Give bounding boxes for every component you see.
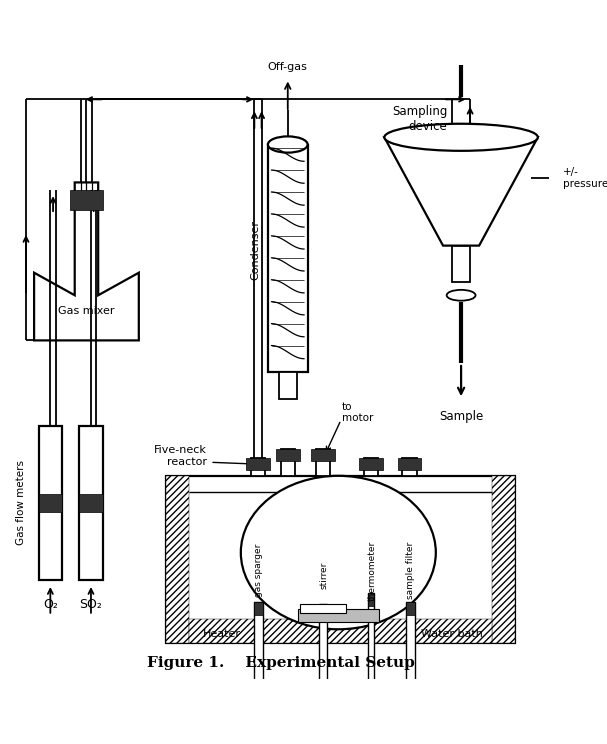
Text: Five-neck
reactor: Five-neck reactor bbox=[154, 445, 206, 466]
Text: +/-
pressure: +/- pressure bbox=[563, 167, 607, 189]
Polygon shape bbox=[384, 138, 538, 246]
Bar bbox=[359, 458, 382, 470]
Bar bbox=[276, 449, 299, 461]
Bar bbox=[452, 246, 470, 282]
Bar bbox=[70, 190, 103, 210]
Ellipse shape bbox=[268, 136, 308, 153]
Bar bbox=[279, 372, 297, 399]
Text: to
motor: to motor bbox=[342, 402, 373, 423]
Bar bbox=[268, 144, 308, 372]
Text: Water bath: Water bath bbox=[421, 629, 483, 639]
Bar bbox=[166, 476, 515, 643]
Polygon shape bbox=[34, 182, 139, 341]
Text: Condenser: Condenser bbox=[251, 220, 260, 280]
Text: gas sparger: gas sparger bbox=[254, 544, 263, 597]
Text: Sample: Sample bbox=[439, 410, 483, 423]
Bar bbox=[254, 602, 263, 733]
Ellipse shape bbox=[384, 124, 538, 151]
Text: stirrer: stirrer bbox=[319, 562, 328, 589]
Text: Sampling
device: Sampling device bbox=[392, 105, 447, 133]
Text: O₂: O₂ bbox=[43, 597, 58, 611]
Bar bbox=[402, 458, 417, 476]
Bar bbox=[398, 458, 421, 470]
Bar bbox=[39, 494, 62, 512]
Ellipse shape bbox=[447, 290, 475, 301]
Bar bbox=[319, 604, 327, 744]
Bar bbox=[316, 449, 330, 476]
Bar bbox=[297, 609, 379, 622]
Text: sample filter: sample filter bbox=[406, 542, 415, 599]
Bar bbox=[251, 458, 265, 476]
Bar bbox=[311, 449, 334, 461]
Bar bbox=[246, 458, 270, 470]
Bar bbox=[280, 449, 295, 476]
Text: Off-gas: Off-gas bbox=[268, 62, 308, 72]
Bar bbox=[80, 494, 103, 512]
Text: Heater: Heater bbox=[203, 629, 241, 639]
Text: Gas mixer: Gas mixer bbox=[58, 306, 115, 315]
Bar bbox=[80, 426, 103, 580]
Bar bbox=[39, 426, 62, 580]
Text: Figure 1.    Experimental Setup: Figure 1. Experimental Setup bbox=[147, 655, 415, 670]
Bar bbox=[368, 593, 375, 733]
Ellipse shape bbox=[241, 476, 436, 629]
Bar bbox=[406, 602, 415, 615]
Text: thermometer: thermometer bbox=[367, 540, 376, 600]
Bar bbox=[254, 602, 263, 615]
Bar bbox=[368, 593, 375, 606]
Text: SO₂: SO₂ bbox=[80, 597, 103, 611]
Bar bbox=[299, 604, 347, 613]
Bar bbox=[492, 476, 515, 643]
Bar bbox=[189, 619, 492, 643]
Bar bbox=[364, 458, 378, 476]
Bar bbox=[166, 476, 189, 643]
Text: Gas flow meters: Gas flow meters bbox=[16, 461, 25, 545]
Bar bbox=[406, 602, 415, 728]
